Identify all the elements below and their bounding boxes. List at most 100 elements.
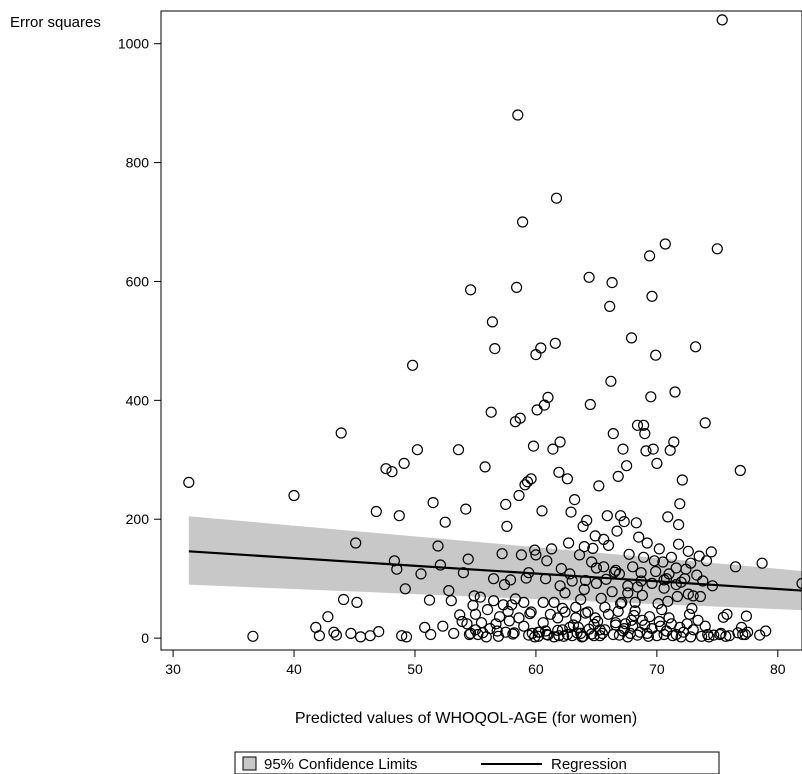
- data-point: [454, 445, 464, 455]
- data-point: [735, 466, 745, 476]
- y-axis-ticks: 02004006008001000: [118, 36, 161, 646]
- x-tick-label: 40: [286, 661, 302, 677]
- data-point: [514, 613, 524, 623]
- data-point: [584, 272, 594, 282]
- data-point: [532, 405, 542, 415]
- data-point: [394, 511, 404, 521]
- x-axis-ticks: 30 40 50 60 70 80: [165, 650, 786, 677]
- data-point: [314, 631, 324, 641]
- data-point: [487, 317, 497, 327]
- data-point: [466, 285, 476, 295]
- data-point: [663, 512, 673, 522]
- data-point: [757, 558, 767, 568]
- data-point: [582, 515, 592, 525]
- x-tick-label: 70: [649, 661, 665, 677]
- data-point: [323, 612, 333, 622]
- data-point: [619, 517, 629, 527]
- legend-swatch-confidence: [243, 757, 256, 770]
- y-tick-label: 600: [126, 273, 150, 289]
- data-point: [674, 520, 684, 530]
- y-tick-label: 400: [126, 392, 150, 408]
- data-point: [694, 551, 704, 561]
- data-point: [504, 616, 514, 626]
- data-point: [712, 244, 722, 254]
- data-point: [554, 467, 564, 477]
- data-point: [613, 471, 623, 481]
- x-axis-label: Predicted values of WHOQOL-AGE (for wome…: [295, 710, 637, 727]
- data-point: [654, 544, 664, 554]
- y-tick-label: 800: [126, 155, 150, 171]
- data-point: [490, 344, 500, 354]
- data-point: [618, 444, 628, 454]
- data-point: [564, 538, 574, 548]
- x-tick-label: 50: [407, 661, 423, 677]
- data-point: [331, 630, 341, 640]
- data-point: [471, 609, 481, 619]
- data-point: [529, 441, 539, 451]
- data-point: [669, 437, 679, 447]
- x-tick-label: 80: [770, 661, 786, 677]
- data-point: [552, 193, 562, 203]
- data-point: [683, 546, 693, 556]
- x-tick-label: 30: [165, 661, 181, 677]
- data-point: [686, 632, 696, 642]
- data-point: [480, 462, 490, 472]
- data-point: [512, 282, 522, 292]
- data-point: [670, 387, 680, 397]
- data-point: [486, 407, 496, 417]
- data-point: [248, 631, 258, 641]
- data-point: [428, 498, 438, 508]
- data-point: [633, 420, 643, 430]
- data-point: [425, 595, 435, 605]
- y-axis-label: Error squares: [10, 14, 101, 31]
- legend-label-confidence: 95% Confidence Limits: [264, 756, 417, 773]
- data-point: [648, 444, 658, 454]
- data-point: [501, 499, 511, 509]
- data-point: [606, 376, 616, 386]
- data-point: [741, 611, 751, 621]
- data-point: [717, 15, 727, 25]
- data-point: [631, 518, 641, 528]
- data-point: [438, 621, 448, 631]
- data-point: [352, 597, 362, 607]
- data-point: [607, 278, 617, 288]
- data-point: [381, 464, 391, 474]
- data-point: [408, 360, 418, 370]
- data-point: [602, 511, 612, 521]
- data-point: [520, 480, 530, 490]
- data-point: [651, 350, 661, 360]
- data-point: [571, 613, 581, 623]
- data-point: [483, 605, 493, 615]
- data-point: [461, 504, 471, 514]
- data-point: [329, 627, 339, 637]
- data-point: [594, 481, 604, 491]
- data-point: [531, 350, 541, 360]
- data-point: [446, 596, 456, 606]
- data-point: [664, 613, 674, 623]
- data-point: [608, 429, 618, 439]
- y-tick-label: 0: [141, 630, 149, 646]
- data-point: [570, 495, 580, 505]
- data-point: [616, 511, 626, 521]
- data-point: [562, 474, 572, 484]
- data-point: [566, 507, 576, 517]
- x-tick-label: 60: [528, 661, 544, 677]
- data-point: [514, 491, 524, 501]
- data-point: [560, 607, 570, 617]
- data-point: [647, 291, 657, 301]
- data-point: [420, 622, 430, 632]
- data-point: [455, 610, 465, 620]
- data-point: [346, 628, 356, 638]
- data-point: [537, 506, 547, 516]
- data-point: [677, 475, 687, 485]
- data-point: [578, 521, 588, 531]
- data-point: [399, 458, 409, 468]
- data-point: [536, 343, 546, 353]
- data-point: [585, 400, 595, 410]
- data-point: [449, 628, 459, 638]
- data-point: [627, 333, 637, 343]
- data-point: [652, 458, 662, 468]
- data-point: [645, 251, 655, 261]
- data-point: [371, 507, 381, 517]
